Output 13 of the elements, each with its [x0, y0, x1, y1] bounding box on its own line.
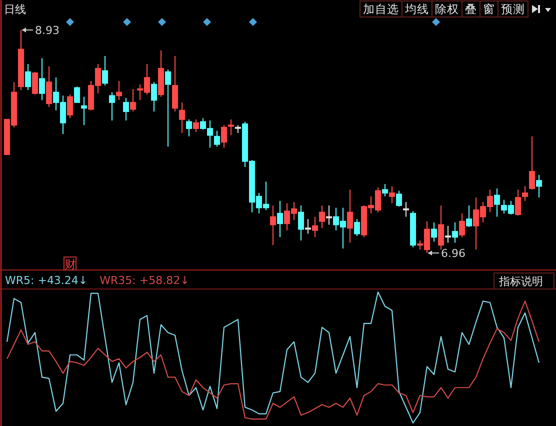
- text: 叠: [465, 2, 477, 16]
- text: 指标说明: [498, 275, 543, 288]
- text: WR5: +43.24↓: [5, 274, 88, 287]
- annotation: 6.96: [441, 247, 466, 260]
- chart-title: 日线: [4, 3, 26, 16]
- event-marker: 财: [64, 256, 76, 271]
- text: 除权: [435, 2, 459, 16]
- text: WR35: +58.82↓: [100, 274, 190, 287]
- annotation: 8.93: [35, 24, 60, 37]
- text: 均线: [404, 2, 429, 16]
- text: 预测: [501, 2, 525, 16]
- text: 窗: [483, 2, 495, 16]
- text: 加自选: [363, 2, 399, 16]
